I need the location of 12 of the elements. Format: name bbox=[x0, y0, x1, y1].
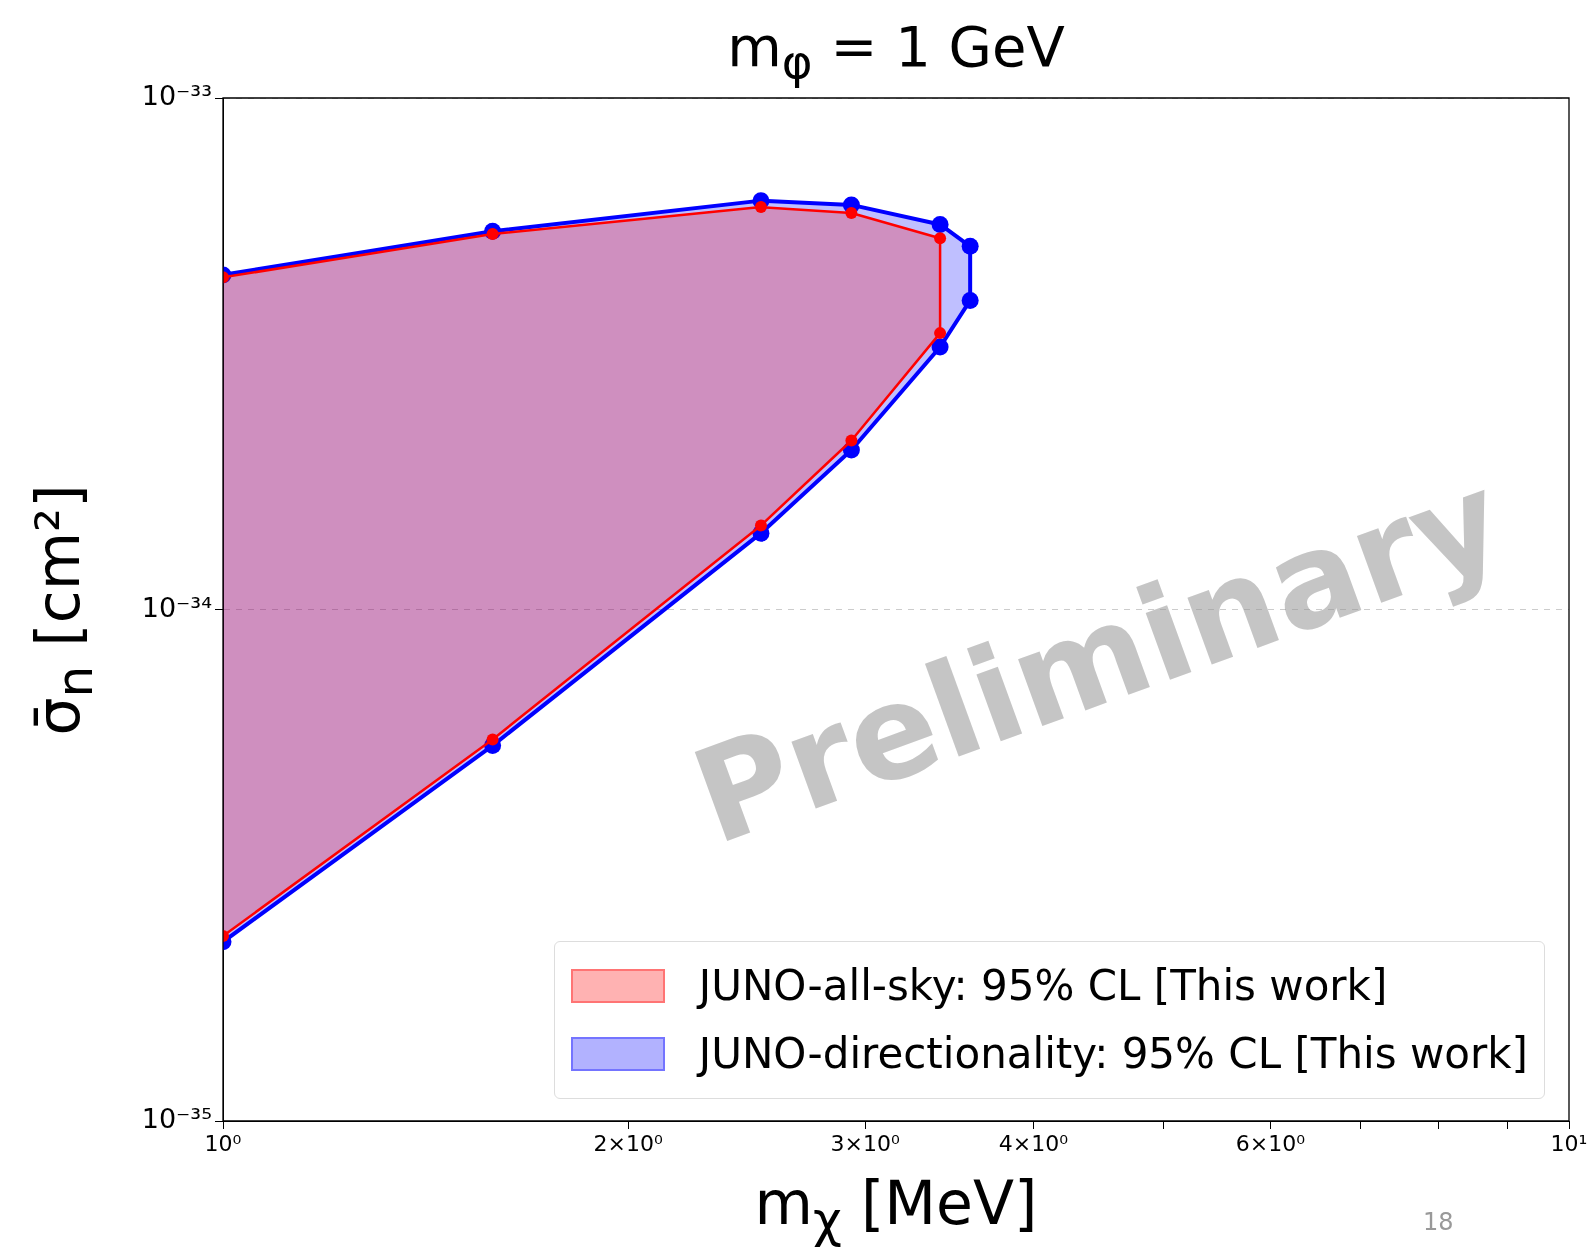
legend-label: JUNO-all-sky: 95% CL [This work] bbox=[698, 960, 1388, 1012]
x-tick-label: 2×10⁰ bbox=[593, 1130, 663, 1156]
x-tick-label: 3×10⁰ bbox=[830, 1130, 901, 1156]
chart-title: m$_{φ}$ = 1 GeV bbox=[726, 14, 1066, 90]
x-tick-label: 4×10⁰ bbox=[998, 1130, 1069, 1156]
legend-label: JUNO-directionality: 95% CL [This work] bbox=[698, 1028, 1528, 1080]
x-tick-label: 10¹ bbox=[1550, 1130, 1588, 1156]
x-axis-title: m$_{χ}$ [MeV] bbox=[754, 1168, 1038, 1249]
y-tick-label: 10⁻³³ bbox=[141, 80, 212, 112]
x-tick-label: 6×10⁰ bbox=[1235, 1130, 1306, 1156]
y-tick-label: 10⁻³⁴ bbox=[141, 591, 212, 623]
text: 18 bbox=[1423, 1208, 1454, 1236]
